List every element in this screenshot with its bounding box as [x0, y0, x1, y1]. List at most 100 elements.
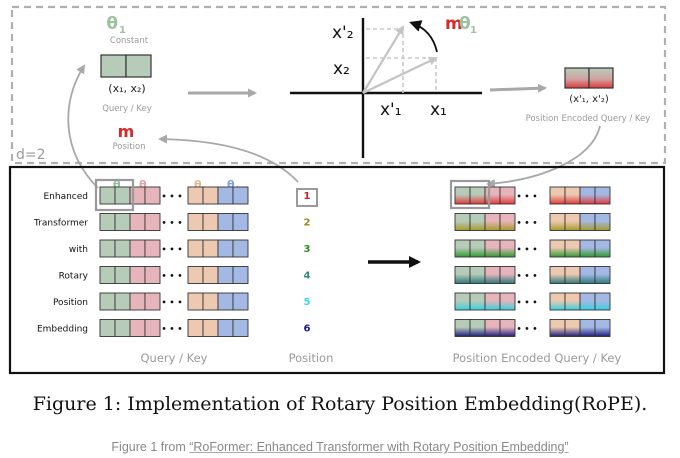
- query-key-cell: [202, 266, 219, 284]
- theta-header-2: θ: [139, 178, 147, 191]
- row-word: Embedding: [37, 325, 88, 335]
- row-position: 2: [304, 218, 311, 229]
- query-key-cell: [129, 292, 146, 311]
- encoded-cell: [549, 319, 566, 337]
- query-key-cell: [99, 292, 116, 311]
- encoded-cell: [579, 292, 596, 311]
- output-vector-label: (x'₁, x'₂): [569, 94, 609, 105]
- rotation-theta-sub: 1: [470, 25, 477, 36]
- encoded-cell: [499, 239, 516, 258]
- encoded-cell: [454, 319, 471, 337]
- query-key-cell: [99, 213, 116, 231]
- ellipsis: • • •: [162, 192, 183, 201]
- encoded-cell: [499, 319, 516, 337]
- x1-label: x₁: [430, 100, 447, 120]
- row-word: Rotary: [59, 272, 89, 282]
- source-link[interactable]: “RoFormer: Enhanced Transformer with Rot…: [189, 440, 569, 454]
- query-key-cell: [187, 239, 204, 258]
- rotation-arc: [409, 20, 438, 53]
- output-caption: Position Encoded Query / Key: [526, 114, 651, 124]
- encoded-cell: [594, 292, 611, 311]
- row-position: 5: [304, 297, 311, 308]
- ellipsis: • • •: [162, 272, 183, 281]
- query-key-cell: [144, 266, 161, 284]
- ellipsis: • • •: [162, 245, 183, 254]
- encoded-cell: [469, 266, 486, 284]
- row-position: 6: [304, 324, 311, 335]
- encoded-cell: [484, 239, 501, 258]
- ellipsis: • • •: [517, 298, 538, 307]
- ellipsis: • • •: [517, 219, 538, 228]
- row-word: with: [69, 245, 88, 255]
- highlight-box-right: [449, 179, 491, 210]
- ellipsis: • • •: [517, 192, 538, 201]
- query-key-cell: [202, 292, 219, 311]
- encoded-cell: [579, 213, 596, 231]
- x2-label: x₂: [333, 59, 350, 79]
- query-key-cell: [217, 239, 234, 258]
- encoded-cell: [594, 239, 611, 258]
- encoded-cell: [469, 319, 486, 337]
- position-caption: Position: [289, 351, 334, 365]
- encoded-cell: [454, 239, 471, 258]
- rotation-to-output-arrow: [489, 83, 547, 93]
- row-word: Position: [53, 298, 88, 308]
- query-key-cell: [99, 319, 116, 337]
- encoded-cell: [484, 292, 501, 311]
- query-key-cell: [114, 186, 131, 205]
- query-key-cell: [144, 239, 161, 258]
- encoded-cell: [579, 266, 596, 284]
- query-key-cell: [144, 292, 161, 311]
- query-key-cell: [114, 319, 131, 337]
- query-key-cell: [202, 213, 219, 231]
- encoded-cell: [594, 319, 611, 337]
- encoded-cell: [484, 213, 501, 231]
- query-key-cell: [232, 266, 249, 284]
- highlight-box-left: [94, 178, 135, 212]
- theta-header-4: θ: [227, 178, 235, 191]
- query-key-cell: [217, 213, 234, 231]
- row-position: 4: [304, 271, 311, 282]
- query-key-cell: [187, 292, 204, 311]
- source-line: Figure 1 from “RoFormer: Enhanced Transf…: [0, 440, 680, 454]
- x1-prime-label: x'₁: [380, 100, 402, 120]
- top-dashed-panel: [10, 5, 667, 165]
- rotation-m: m: [445, 14, 463, 34]
- query-key-cell: [202, 319, 219, 337]
- position-link-curve: [158, 134, 299, 183]
- original-vector-arrow: [362, 56, 438, 94]
- encoded-cell: [469, 292, 486, 311]
- query-key-cell: [99, 266, 116, 284]
- encoded-cell: [549, 266, 566, 284]
- ellipsis: • • •: [162, 219, 183, 228]
- rotated-vector-arrow: [362, 25, 405, 94]
- encoded-cell: [564, 292, 581, 311]
- constant-label: Constant: [110, 36, 149, 46]
- encoded-cell: [469, 186, 486, 205]
- query-key-label: Query / Key: [102, 104, 152, 114]
- query-key-cell: [232, 239, 249, 258]
- theta-link-curve: [67, 64, 99, 189]
- m-label: m: [118, 122, 135, 141]
- ellipsis: • • •: [162, 298, 183, 307]
- rope-diagram: d=2 θ 1 Constant (x₁, x₂) Query / Key m …: [8, 5, 667, 375]
- input-vector-cell-1: [100, 54, 127, 78]
- encoded-cell: [454, 266, 471, 284]
- query-key-cell: [232, 213, 249, 231]
- encoded-cell: [579, 319, 596, 337]
- encoded-caption: Position Encoded Query / Key: [453, 351, 622, 365]
- bottom-panel: [8, 165, 666, 375]
- query-key-cell: [187, 319, 204, 337]
- query-key-cell: [114, 292, 131, 311]
- encoded-cell: [499, 186, 516, 205]
- query-key-caption: Query / Key: [141, 351, 208, 365]
- query-key-cell: [187, 266, 204, 284]
- theta-header-1: θ: [113, 178, 121, 191]
- input-vector-label: (x₁, x₂): [108, 82, 145, 95]
- encoded-cell: [564, 213, 581, 231]
- source-prefix: Figure 1 from: [111, 440, 190, 454]
- highlight-box-position: [296, 188, 318, 207]
- rotation-theta: θ: [459, 14, 471, 34]
- query-key-cell: [99, 239, 116, 258]
- theta-header-3: θ: [194, 178, 202, 191]
